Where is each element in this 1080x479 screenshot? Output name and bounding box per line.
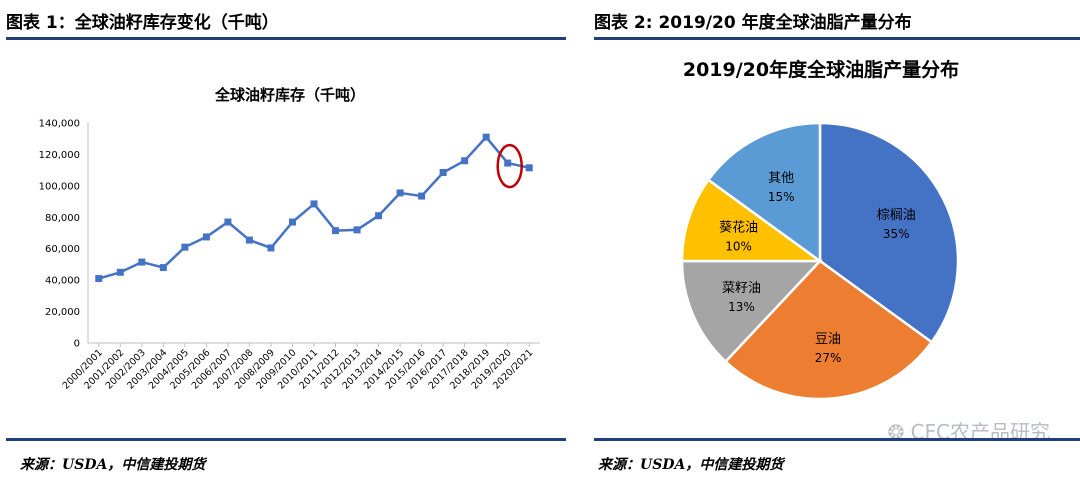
data-point-marker [461,157,469,165]
data-point-marker [288,218,296,226]
y-tick-label: 0 [74,339,80,350]
data-point-marker [202,233,210,241]
y-tick-label: 60,000 [45,244,80,255]
slice-label: 葵花油 [719,220,758,236]
right-bottom-rule [594,438,1080,441]
left-figure: 图表 1：全球油籽库存变化（千吨） 全球油籽库存（千吨） 0 20,000 40,0… [6,13,566,473]
pie-slice [680,259,823,364]
y-tick-label: 20,000 [45,307,80,318]
data-point-marker [525,164,533,172]
slice-label: 其他 [768,171,794,186]
data-point-marker [375,212,383,220]
y-tick-label: 80,000 [45,213,80,224]
data-point-marker [332,227,340,235]
pie-chart: 2019/20年度全球油脂产量分布 棕榈油 35% 豆油 27% 菜籽油 13% 葵花油 10… [680,58,960,401]
slice-value-label: 13% [728,300,755,314]
right-figure-title: 图表 2: 2019/20 年度全球油脂产量分布 [594,13,912,33]
series-line [95,133,533,283]
data-point-marker [439,169,447,176]
data-point-marker [353,226,361,234]
left-bottom-rule [6,438,566,441]
data-point-marker [138,258,146,266]
pie-slice [818,121,960,344]
pie-slice [723,259,934,401]
y-tick-label: 120,000 [39,150,80,161]
y-tick-label: 140,000 [39,119,80,130]
right-figure: 图表 2: 2019/20 年度全球油脂产量分布 2019/20年度全球油脂产量… [588,0,1080,479]
data-point-marker [159,264,167,272]
left-source-note: 来源：USDA，中信建投期货 [20,457,206,473]
left-top-rule [6,37,566,40]
data-point-marker [504,159,512,167]
data-point-marker [181,243,189,251]
right-top-rule [594,37,1080,40]
data-point-marker [482,133,490,141]
pie-slice [680,178,824,263]
pie-chart-title: 2019/20年度全球油脂产量分布 [683,58,959,81]
slice-label: 豆油 [815,332,841,347]
data-point-marker [116,268,124,276]
right-source-note: 来源：USDA，中信建投期货 [598,457,784,473]
y-tick-label: 40,000 [45,276,80,287]
y-axis: 0 20,000 40,000 60,000 80,000 100,000 120,000 1… [39,119,89,350]
pie-slices [680,121,960,401]
line-chart: 全球油籽库存（千吨） 0 20,000 40,000 60,000 80,000 100,… [39,86,540,392]
slice-label: 棕榈油 [877,208,916,223]
slice-value-label: 15% [768,190,795,204]
data-point-marker [396,189,404,197]
highlight-annotation [496,143,523,189]
line-chart-title: 全球油籽库存（千吨） [214,86,365,104]
data-point-marker [418,192,426,200]
left-figure-title: 图表 1：全球油籽库存变化（千吨） [6,13,279,33]
highlight-circle [496,143,523,189]
data-point-marker [310,200,318,208]
data-point-marker [245,236,253,244]
pie-labels: 棕榈油 35% 豆油 27% 菜籽油 13% 葵花油 10% 其他 15% [719,171,916,365]
data-point-marker [267,244,275,252]
slice-value-label: 27% [815,351,842,365]
y-tick-label: 100,000 [39,181,80,192]
slice-label: 菜籽油 [722,281,761,296]
slice-value-label: 10% [725,240,752,254]
data-point-marker [224,218,232,226]
slice-value-label: 35% [883,227,910,241]
x-axis: 2000/20012001/20022002/20032003/20042004… [61,342,540,392]
data-point-marker [95,275,103,283]
pie-slice [706,121,822,264]
